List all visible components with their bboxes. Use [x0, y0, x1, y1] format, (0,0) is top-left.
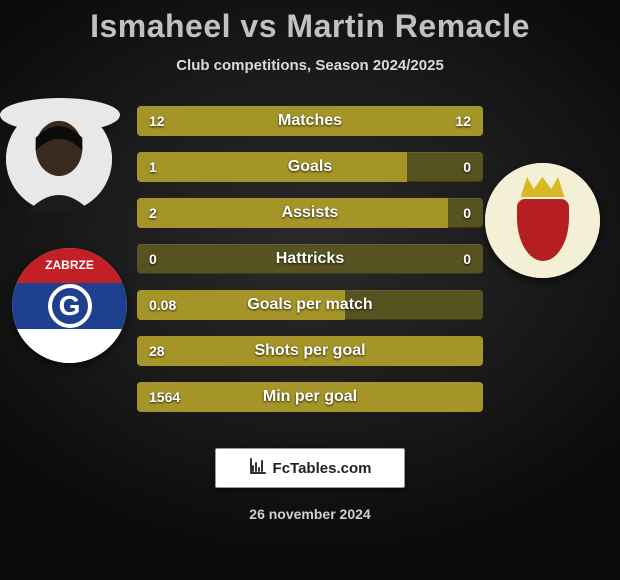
- stat-row: 1212Matches: [137, 106, 483, 136]
- club-left-logo: ZABRZE G: [12, 248, 127, 363]
- stat-label: Shots per goal: [137, 336, 483, 366]
- club-left-letter: G: [48, 284, 92, 328]
- source-label: FcTables.com: [273, 460, 372, 477]
- stat-row: 20Assists: [137, 198, 483, 228]
- snapshot-date: 26 november 2024: [0, 506, 620, 522]
- comparison-chart: ZABRZE G 1212Matches 10Goals 20Assists 00Ha…: [0, 98, 620, 428]
- stat-label: Matches: [137, 106, 483, 136]
- stat-row: 1564Min per goal: [137, 382, 483, 412]
- comparison-title: Ismaheel vs Martin Remacle: [0, 0, 620, 45]
- player-left-name: Ismaheel: [90, 8, 231, 44]
- stat-row: 28Shots per goal: [137, 336, 483, 366]
- stat-label: Assists: [137, 198, 483, 228]
- player-left-avatar: [6, 106, 112, 212]
- vs-label: vs: [240, 8, 277, 44]
- stat-row: 00Hattricks: [137, 244, 483, 274]
- stat-row: 10Goals: [137, 152, 483, 182]
- club-right-logo: [485, 163, 600, 278]
- stat-label: Goals: [137, 152, 483, 182]
- chart-icon: [249, 457, 267, 480]
- club-left-abbr: ZABRZE: [45, 258, 94, 272]
- player-right-name: Martin Remacle: [286, 8, 530, 44]
- competition-subtitle: Club competitions, Season 2024/2025: [0, 57, 620, 74]
- source-badge: FcTables.com: [215, 448, 405, 488]
- stat-label: Min per goal: [137, 382, 483, 412]
- stat-row: 0.08Goals per match: [137, 290, 483, 320]
- stat-label: Goals per match: [137, 290, 483, 320]
- stat-label: Hattricks: [137, 244, 483, 274]
